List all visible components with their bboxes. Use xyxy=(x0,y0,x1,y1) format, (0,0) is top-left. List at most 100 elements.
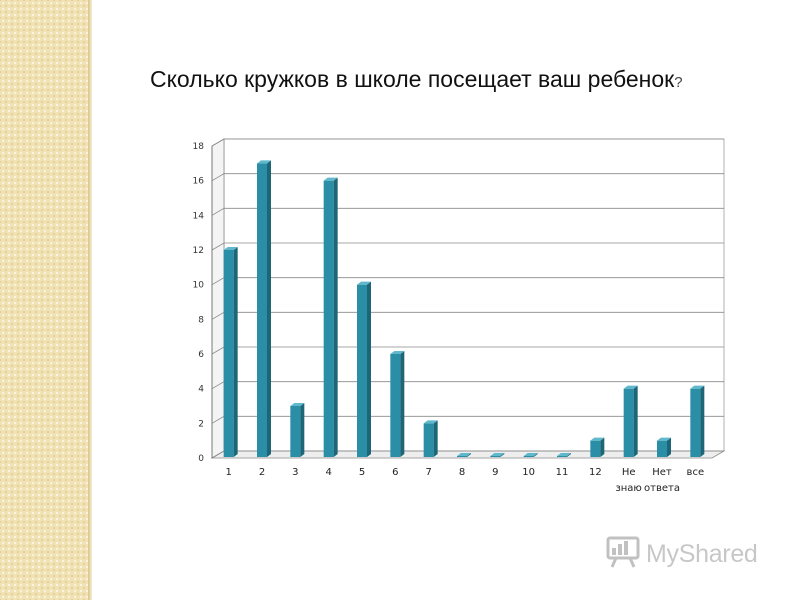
bar-side xyxy=(700,385,705,457)
bar-top xyxy=(390,351,405,354)
x-category-label: 4 xyxy=(325,467,331,478)
x-category-label: Нет ответа xyxy=(644,467,680,494)
x-category-label-line: 11 xyxy=(556,467,569,478)
side-strip-edge xyxy=(88,0,92,600)
bar-top xyxy=(223,247,238,250)
x-category-label-line: 3 xyxy=(292,467,298,478)
bar xyxy=(423,423,434,457)
gridline xyxy=(211,242,724,251)
x-category-label: 6 xyxy=(392,467,398,478)
x-category-label-line: 1 xyxy=(225,467,231,478)
y-tick-label: 4 xyxy=(198,385,204,395)
y-tick-label: 0 xyxy=(198,454,204,464)
slide-title-text: Сколько кружков в школе посещает ваш реб… xyxy=(150,66,675,92)
bar xyxy=(590,440,601,457)
x-category-label: 7 xyxy=(425,467,431,478)
bar xyxy=(357,284,367,457)
bar-side xyxy=(233,247,238,457)
x-category-label-line: 4 xyxy=(325,467,331,478)
x-category-label-line: все xyxy=(687,467,705,478)
bar xyxy=(323,180,334,457)
y-tick-label: 10 xyxy=(193,281,205,291)
y-tick-label: 2 xyxy=(198,419,204,429)
bar xyxy=(523,456,534,457)
bar-side xyxy=(600,437,605,457)
x-category-label: 2 xyxy=(259,467,265,478)
x-category-label-line: 5 xyxy=(359,467,365,478)
decorative-side-strip xyxy=(0,0,88,600)
bar-top xyxy=(657,437,671,441)
bar-side xyxy=(267,160,271,458)
bar-top xyxy=(523,453,538,456)
bar-top xyxy=(490,453,505,456)
y-tick-label: 6 xyxy=(198,350,204,360)
bar xyxy=(690,388,701,457)
bar xyxy=(557,456,567,457)
x-category-label: Не знаю xyxy=(615,467,641,494)
bar xyxy=(623,388,634,457)
x-category-label: 5 xyxy=(359,467,365,478)
x-category-label-line: знаю xyxy=(615,483,641,494)
watermark: MyShared xyxy=(606,536,758,572)
x-category-label-line: 2 xyxy=(259,467,265,478)
chart-side-wall xyxy=(211,138,225,459)
bar-side xyxy=(500,453,505,457)
y-tick-label: 18 xyxy=(193,142,205,152)
y-tick-label: 14 xyxy=(193,211,205,221)
x-category-label-line: 10 xyxy=(522,467,535,478)
bar-side xyxy=(467,453,471,457)
bar-top xyxy=(290,403,305,406)
bar-side xyxy=(433,420,438,457)
bar-top xyxy=(690,385,705,389)
bar-side xyxy=(400,351,405,457)
bar xyxy=(290,406,301,457)
bar xyxy=(257,163,267,458)
bar-side xyxy=(667,437,671,457)
bar-top xyxy=(623,385,638,389)
x-category-label-line: Нет xyxy=(652,467,672,478)
x-category-label: 11 xyxy=(556,467,569,478)
x-category-label-line: Не xyxy=(622,467,636,478)
bar-side xyxy=(367,281,371,457)
bar-side xyxy=(533,453,538,457)
x-category-label: 1 xyxy=(225,467,231,478)
y-tick-label: 12 xyxy=(193,246,204,256)
bar xyxy=(490,456,501,457)
slide-title: Сколько кружков в школе посещает ваш реб… xyxy=(150,66,770,93)
bar-top xyxy=(357,281,371,285)
presentation-board-icon xyxy=(606,535,640,573)
x-category-label: 12 xyxy=(589,467,602,478)
x-category-label-line: 9 xyxy=(492,467,498,478)
bar-top xyxy=(457,453,471,456)
x-category-label-line: 7 xyxy=(425,467,431,478)
bar-side xyxy=(567,453,571,457)
bar xyxy=(457,456,467,457)
slide-title-question-mark: ? xyxy=(674,74,683,91)
bar xyxy=(657,440,667,457)
bar xyxy=(223,250,234,457)
y-tick-label: 16 xyxy=(193,177,205,187)
y-tick-label: 8 xyxy=(198,315,204,325)
bar-top xyxy=(423,420,438,424)
bar xyxy=(390,354,401,457)
x-category-label: все xyxy=(687,467,705,478)
bar-top xyxy=(257,160,271,164)
bar-top xyxy=(557,453,571,456)
gridline xyxy=(211,173,724,182)
bar-side xyxy=(633,385,638,457)
x-category-label: 9 xyxy=(492,467,498,478)
watermark-text: MyShared xyxy=(646,539,758,568)
x-category-label-line: 6 xyxy=(392,467,398,478)
x-category-label: 10 xyxy=(522,467,535,478)
bar-side xyxy=(300,403,305,457)
x-category-label-line: ответа xyxy=(644,483,680,494)
bar-top xyxy=(590,437,605,441)
x-category-label-line: 8 xyxy=(459,467,465,478)
x-category-label-line: 12 xyxy=(589,467,602,478)
gridline xyxy=(211,207,724,216)
x-category-label: 8 xyxy=(459,467,465,478)
gridline xyxy=(211,138,724,147)
bar-side xyxy=(333,177,338,457)
x-category-label: 3 xyxy=(292,467,298,478)
